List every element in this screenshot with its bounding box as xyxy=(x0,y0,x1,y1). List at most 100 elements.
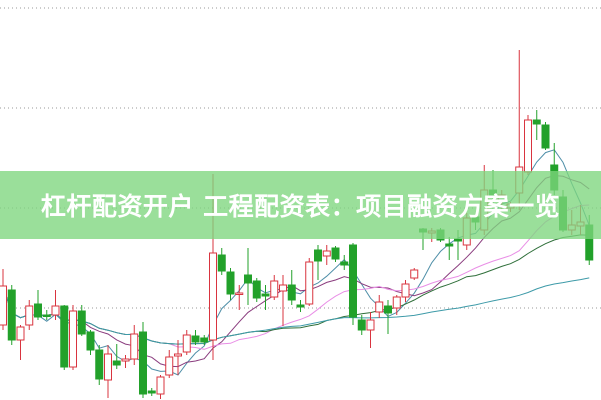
candle xyxy=(77,305,86,336)
candle-body xyxy=(244,274,252,284)
candle-body xyxy=(16,326,25,341)
candle xyxy=(279,275,287,326)
candle-body xyxy=(401,283,410,298)
candle-body xyxy=(445,243,454,247)
candle-body xyxy=(349,244,357,318)
candle-body xyxy=(95,349,104,380)
candle-body xyxy=(270,280,279,298)
candle-body xyxy=(165,356,174,376)
candle xyxy=(261,285,270,310)
page-title: 杠杆配资开户 工程配资表：项目融资方案一览 xyxy=(40,192,561,221)
candle-body xyxy=(191,335,200,343)
candle xyxy=(95,345,104,385)
candle xyxy=(287,270,296,305)
candle xyxy=(174,340,182,375)
candle xyxy=(217,248,226,275)
candle-body xyxy=(174,353,182,357)
candle xyxy=(200,335,209,345)
candle xyxy=(182,330,191,355)
candle xyxy=(156,375,165,399)
candle xyxy=(375,295,384,318)
candle-body xyxy=(392,296,401,309)
candle-body xyxy=(217,254,226,272)
candle-body xyxy=(51,305,60,316)
candle xyxy=(235,285,244,310)
candle-body xyxy=(541,124,550,149)
candle-body xyxy=(42,314,51,317)
candle-body xyxy=(209,252,217,341)
candle xyxy=(410,268,419,280)
candle-body xyxy=(156,376,165,395)
candle-body xyxy=(7,289,16,341)
candle xyxy=(86,330,95,355)
candle xyxy=(226,268,235,300)
candle-body xyxy=(147,390,156,394)
candle xyxy=(252,278,261,302)
candle-body xyxy=(0,285,7,326)
candle-body xyxy=(139,331,147,395)
candle-body xyxy=(60,305,69,368)
candle-body xyxy=(331,247,340,260)
candle-body xyxy=(314,249,322,262)
candle-body xyxy=(296,304,305,308)
candle xyxy=(331,246,340,262)
candle xyxy=(0,269,7,330)
candle-body xyxy=(86,331,95,351)
candle xyxy=(349,243,357,325)
candle xyxy=(401,280,410,302)
candle-body xyxy=(340,261,349,266)
candle-body xyxy=(69,310,77,368)
candle xyxy=(25,300,34,330)
candle-body xyxy=(112,360,121,366)
candle xyxy=(305,258,314,306)
candle xyxy=(104,345,112,398)
candle xyxy=(314,245,322,280)
candle-body xyxy=(34,303,42,318)
candle-body xyxy=(77,310,86,335)
candle xyxy=(357,315,366,335)
candle xyxy=(34,290,42,320)
candle xyxy=(60,305,69,370)
candle xyxy=(366,312,375,348)
candle xyxy=(139,322,147,398)
candle xyxy=(147,388,156,396)
candle xyxy=(392,295,401,315)
candle-body xyxy=(322,250,331,257)
candle xyxy=(42,310,51,320)
candle xyxy=(112,344,121,369)
candle xyxy=(121,355,130,368)
candle-body xyxy=(252,280,261,299)
candle-body xyxy=(182,334,191,353)
candle-body xyxy=(366,319,375,331)
candle xyxy=(51,290,60,320)
candle-body xyxy=(261,293,270,297)
candle xyxy=(244,248,252,305)
candle xyxy=(296,300,305,312)
candle-body xyxy=(25,305,34,326)
candle xyxy=(270,275,279,300)
candle-body xyxy=(104,353,112,381)
candle xyxy=(541,122,550,150)
candle-body xyxy=(226,271,235,295)
candle-body xyxy=(410,269,419,279)
candle-body xyxy=(454,238,462,242)
title-banner: 杠杆配资开户 工程配资表：项目融资方案一览 xyxy=(0,171,601,239)
candle xyxy=(7,285,16,345)
candle xyxy=(532,110,541,140)
candle xyxy=(16,325,25,360)
candle xyxy=(322,245,331,265)
candle-body xyxy=(357,319,366,331)
candle-body xyxy=(287,284,296,301)
candle-body xyxy=(524,119,532,173)
candle xyxy=(69,305,77,370)
candle-body xyxy=(130,333,139,360)
candle-body xyxy=(375,301,384,313)
ma60-line xyxy=(2,277,590,345)
candle-body xyxy=(279,284,287,292)
candle-body xyxy=(200,337,209,343)
candle-body xyxy=(235,292,244,295)
candle xyxy=(191,330,200,345)
candle-body xyxy=(384,305,392,314)
candle xyxy=(340,255,349,270)
